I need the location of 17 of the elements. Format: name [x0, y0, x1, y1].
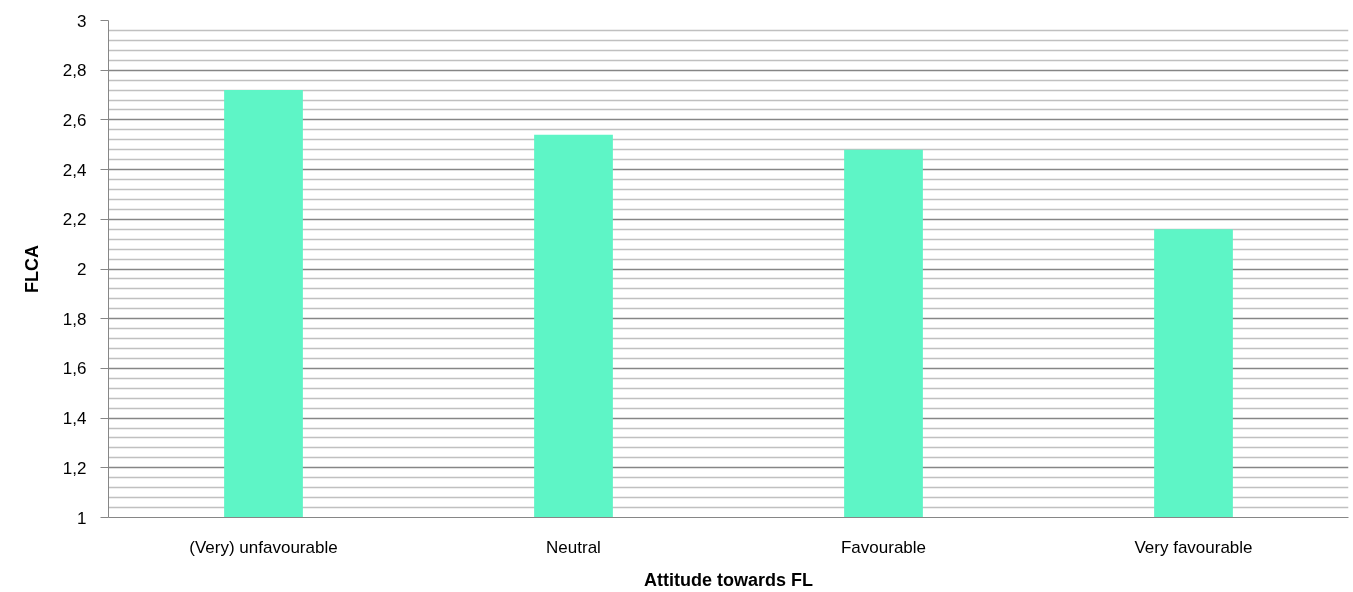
- x-tick-label: Very favourable: [1134, 537, 1253, 557]
- y-tick-label: 1,8: [62, 309, 87, 329]
- y-tick-label: 1,2: [62, 458, 87, 478]
- y-axis-title: FLCA: [21, 244, 42, 293]
- y-tick-label: 1,6: [62, 359, 87, 379]
- y-tick-label: 1,4: [62, 409, 87, 429]
- y-tick-label: 2: [77, 260, 87, 279]
- y-tick-label: 2,4: [62, 160, 87, 180]
- x-tick-label: Favourable: [840, 537, 927, 557]
- x-tick-label: Neutral: [546, 537, 601, 557]
- x-axis-title: Attitude towards FL: [644, 569, 814, 590]
- y-tick-label: 3: [77, 11, 87, 31]
- y-tick-label: 2,2: [62, 210, 87, 230]
- x-tick-label: (Very) unfavourable: [189, 537, 338, 557]
- y-tick-label: 1: [77, 508, 87, 528]
- y-tick-label: 2,8: [62, 61, 87, 81]
- y-tick-label: 2,6: [62, 110, 87, 130]
